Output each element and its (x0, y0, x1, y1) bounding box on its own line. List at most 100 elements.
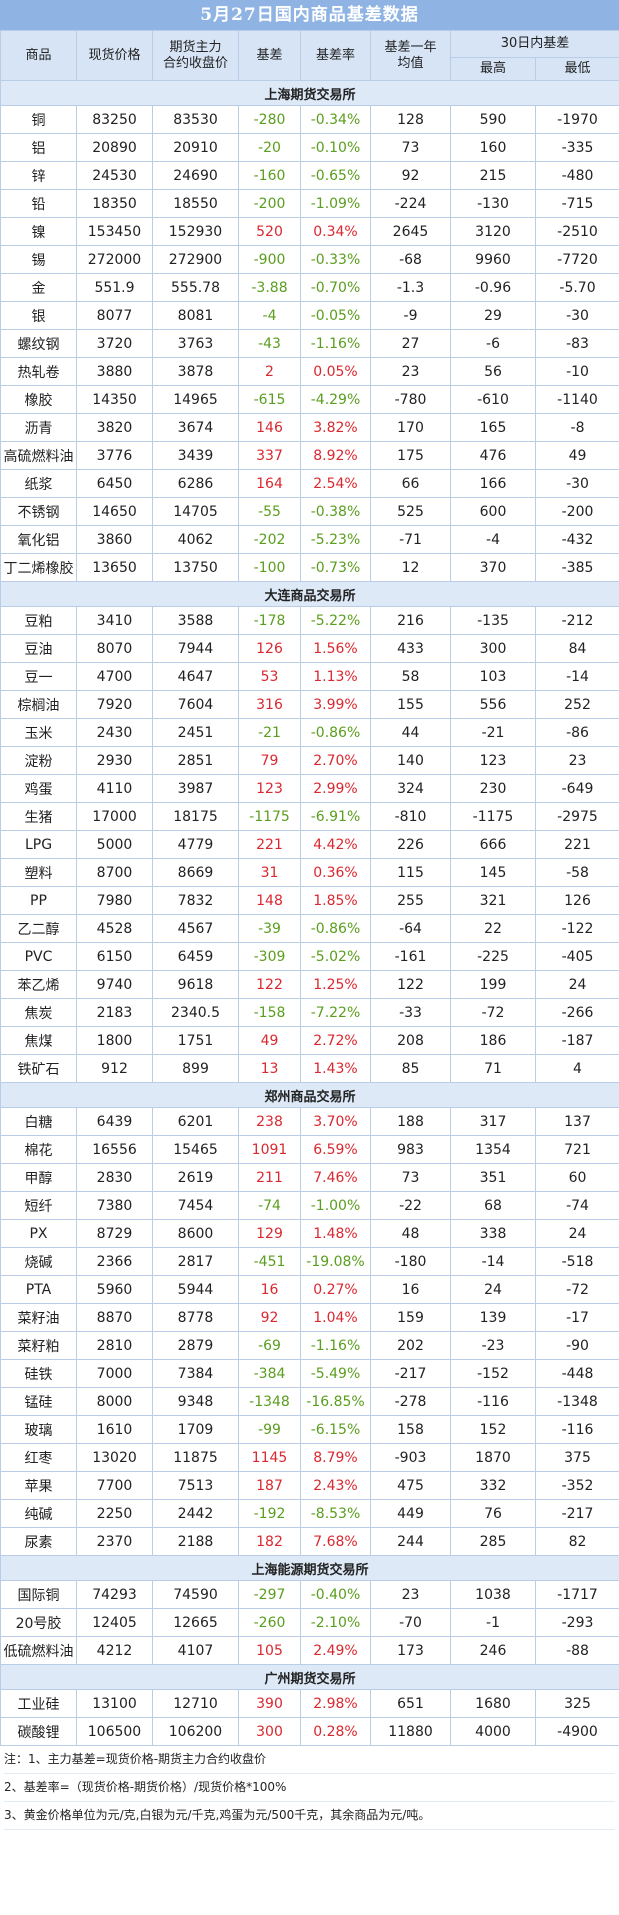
cell-commodity: 氧化铝 (0, 525, 77, 554)
cell-avg: 73 (370, 1163, 451, 1192)
cell-low: -17 (534, 1303, 619, 1332)
cell-spot: 8077 (76, 301, 153, 330)
cell-low: -72 (534, 1275, 619, 1304)
cell-basis: 13 (238, 1054, 301, 1083)
cell-avg: 73 (370, 133, 451, 162)
cell-basis-rate: -0.73% (300, 553, 371, 582)
cell-low: -1348 (534, 1387, 619, 1416)
cell-high: 317 (450, 1107, 536, 1136)
cell-spot: 6439 (76, 1107, 153, 1136)
table-row: 短纤 7380 7454 -74 -1.00% -22 68 -74 (0, 1191, 619, 1220)
cell-avg: 170 (370, 413, 451, 442)
cell-basis-rate: -0.05% (300, 301, 371, 330)
cell-basis-rate: -0.86% (300, 914, 371, 943)
cell-futures: 18550 (152, 189, 239, 218)
col-commodity: 商品 (0, 30, 77, 81)
cell-commodity: PVC (0, 942, 77, 971)
table-row: 苹果 7700 7513 187 2.43% 475 332 -352 (0, 1471, 619, 1500)
table-row: 豆一 4700 4647 53 1.13% 58 103 -14 (0, 662, 619, 691)
cell-avg: 433 (370, 634, 451, 663)
table-row: PX 8729 8600 129 1.48% 48 338 24 (0, 1219, 619, 1248)
cell-low: -2975 (534, 802, 619, 831)
cell-commodity: 沥青 (0, 413, 77, 442)
cell-basis-rate: 7.68% (300, 1527, 371, 1556)
table-row: 锌 24530 24690 -160 -0.65% 92 215 -480 (0, 161, 619, 190)
cell-avg: 128 (370, 105, 451, 134)
cell-avg: 208 (370, 1026, 451, 1055)
cell-basis-rate: 2.72% (300, 1026, 371, 1055)
cell-spot: 8070 (76, 634, 153, 663)
cell-high: 476 (450, 441, 536, 470)
cell-avg: -1.3 (370, 273, 451, 302)
table-row: 豆油 8070 7944 126 1.56% 433 300 84 (0, 634, 619, 663)
cell-avg: 216 (370, 606, 451, 635)
col-basis-rate: 基差率 (300, 30, 371, 81)
cell-basis-rate: 0.28% (300, 1717, 371, 1746)
cell-basis: -192 (238, 1499, 301, 1528)
cell-basis-rate: -6.15% (300, 1415, 371, 1444)
section-header: 大连商品交易所 (0, 581, 619, 607)
cell-avg: -903 (370, 1443, 451, 1472)
cell-basis-rate: -0.86% (300, 718, 371, 747)
cell-basis-rate: -19.08% (300, 1247, 371, 1276)
cell-avg: 449 (370, 1499, 451, 1528)
table-row: 豆粕 3410 3588 -178 -5.22% 216 -135 -212 (0, 606, 619, 635)
cell-commodity: 螺纹钢 (0, 329, 77, 358)
cell-low: -7720 (534, 245, 619, 274)
cell-commodity: 棉花 (0, 1135, 77, 1164)
cell-futures: 8778 (152, 1303, 239, 1332)
cell-spot: 7980 (76, 886, 153, 915)
cell-avg: -278 (370, 1387, 451, 1416)
cell-basis: -384 (238, 1359, 301, 1388)
cell-low: -88 (534, 1636, 619, 1665)
cell-basis-rate: 8.79% (300, 1443, 371, 1472)
cell-high: -225 (450, 942, 536, 971)
cell-high: 4000 (450, 1717, 536, 1746)
table-row: 塑料 8700 8669 31 0.36% 115 145 -58 (0, 858, 619, 887)
cell-high: -23 (450, 1331, 536, 1360)
cell-commodity: 丁二烯橡胶 (0, 553, 77, 582)
note-3: 3、黄金价格单位为元/克,白银为元/千克,鸡蛋为元/500千克，其余商品为元/吨… (4, 1802, 615, 1830)
cell-high: 76 (450, 1499, 536, 1528)
cell-low: 24 (534, 1219, 619, 1248)
cell-basis: 316 (238, 690, 301, 719)
section-name: 上海期货交易所 (0, 80, 619, 106)
cell-basis: 53 (238, 662, 301, 691)
cell-basis-rate: -16.85% (300, 1387, 371, 1416)
table-row: 纸浆 6450 6286 164 2.54% 66 166 -30 (0, 469, 619, 498)
cell-commodity: 硅铁 (0, 1359, 77, 1388)
table-row: 高硫燃料油 3776 3439 337 8.92% 175 476 49 (0, 441, 619, 470)
cell-low: -385 (534, 553, 619, 582)
cell-high: 145 (450, 858, 536, 887)
cell-high: 321 (450, 886, 536, 915)
cell-avg: -33 (370, 998, 451, 1027)
cell-basis: 337 (238, 441, 301, 470)
cell-basis-rate: -4.29% (300, 385, 371, 414)
col-basis: 基差 (238, 30, 301, 81)
cell-low: 126 (534, 886, 619, 915)
cell-high: -116 (450, 1387, 536, 1416)
cell-commodity: 纯碱 (0, 1499, 77, 1528)
cell-avg: 122 (370, 970, 451, 999)
cell-spot: 106500 (76, 1717, 153, 1746)
cell-basis: -309 (238, 942, 301, 971)
cell-spot: 1610 (76, 1415, 153, 1444)
cell-low: 137 (534, 1107, 619, 1136)
cell-basis-rate: 1.04% (300, 1303, 371, 1332)
cell-high: 1038 (450, 1580, 536, 1609)
cell-futures: 20910 (152, 133, 239, 162)
cell-commodity: 红枣 (0, 1443, 77, 1472)
table-row: 锰硅 8000 9348 -1348 -16.85% -278 -116 -1348 (0, 1387, 619, 1416)
cell-commodity: 短纤 (0, 1191, 77, 1220)
cell-low: 24 (534, 970, 619, 999)
cell-basis-rate: -5.22% (300, 606, 371, 635)
cell-commodity: 铜 (0, 105, 77, 134)
cell-commodity: 白糖 (0, 1107, 77, 1136)
cell-spot: 3860 (76, 525, 153, 554)
note-1: 注：1、主力基差=现货价格-期货主力合约收盘价 (4, 1746, 615, 1774)
cell-spot: 8729 (76, 1219, 153, 1248)
cell-basis: -4 (238, 301, 301, 330)
cell-avg: 27 (370, 329, 451, 358)
cell-low: 60 (534, 1163, 619, 1192)
cell-high: -4 (450, 525, 536, 554)
